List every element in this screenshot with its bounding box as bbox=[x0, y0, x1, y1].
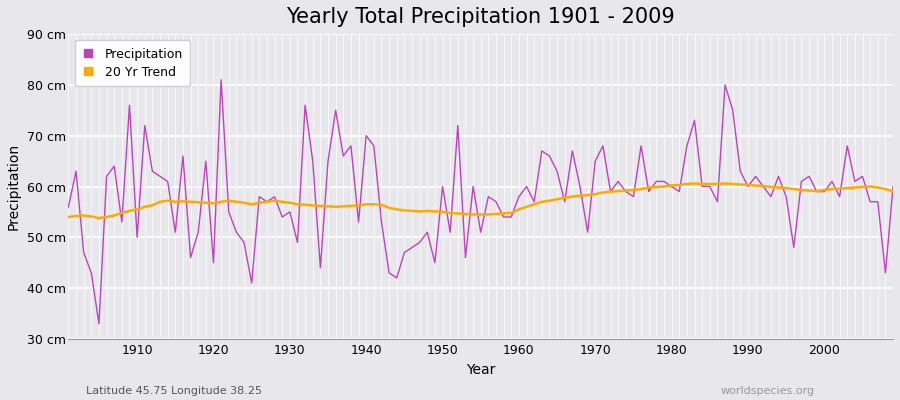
Text: worldspecies.org: worldspecies.org bbox=[720, 386, 814, 396]
20 Yr Trend bbox=[613, 189, 624, 194]
Line: 20 Yr Trend: 20 Yr Trend bbox=[68, 184, 893, 218]
Precipitation bbox=[307, 159, 318, 164]
20 Yr Trend bbox=[887, 189, 898, 194]
Text: Latitude 45.75 Longitude 38.25: Latitude 45.75 Longitude 38.25 bbox=[86, 386, 262, 396]
20 Yr Trend bbox=[94, 216, 104, 220]
Precipitation bbox=[353, 220, 364, 224]
Title: Yearly Total Precipitation 1901 - 2009: Yearly Total Precipitation 1901 - 2009 bbox=[286, 7, 675, 27]
20 Yr Trend bbox=[689, 181, 700, 186]
Precipitation bbox=[94, 321, 104, 326]
Precipitation bbox=[620, 189, 631, 194]
Precipitation bbox=[887, 184, 898, 189]
Precipitation bbox=[63, 204, 74, 209]
Precipitation bbox=[521, 184, 532, 189]
20 Yr Trend bbox=[346, 204, 356, 208]
Precipitation bbox=[529, 199, 540, 204]
X-axis label: Year: Year bbox=[466, 363, 495, 377]
20 Yr Trend bbox=[131, 207, 142, 212]
Legend: Precipitation, 20 Yr Trend: Precipitation, 20 Yr Trend bbox=[75, 40, 191, 86]
20 Yr Trend bbox=[63, 214, 74, 219]
Precipitation bbox=[216, 77, 227, 82]
20 Yr Trend bbox=[300, 202, 310, 207]
20 Yr Trend bbox=[521, 204, 532, 209]
20 Yr Trend bbox=[514, 207, 525, 212]
Precipitation bbox=[131, 235, 142, 240]
Y-axis label: Precipitation: Precipitation bbox=[7, 143, 21, 230]
Line: Precipitation: Precipitation bbox=[68, 80, 893, 324]
